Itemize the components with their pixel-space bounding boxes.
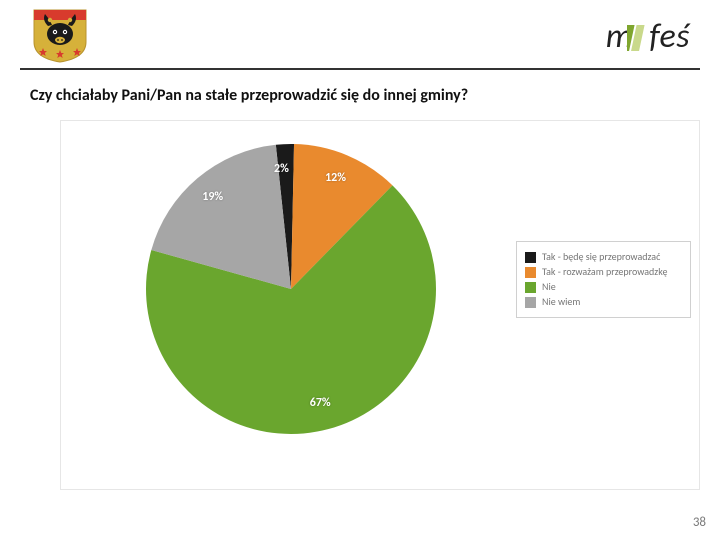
slice-percent-label: 12% (325, 171, 346, 185)
legend-label: Nie wiem (542, 296, 580, 308)
legend-item: Tak - będę się przeprowadzać (525, 251, 682, 263)
legend-item: Nie wiem (525, 296, 682, 308)
legend-label: Tak - będę się przeprowadzać (542, 251, 660, 263)
legend-label: Nie (542, 281, 556, 293)
legend-swatch (525, 297, 536, 308)
legend-swatch (525, 282, 536, 293)
logo-bars-icon (627, 22, 647, 63)
slice-percent-label: 19% (202, 190, 223, 204)
page-number: 38 (693, 515, 706, 530)
question-title: Czy chciałaby Pani/Pan na stałe przeprow… (30, 86, 468, 105)
legend: Tak - będę się przeprowadzać Tak - rozważ… (516, 241, 691, 318)
brand-logo: mfeś (606, 16, 690, 63)
legend-swatch (525, 267, 536, 278)
slice-percent-label: 67% (310, 396, 331, 410)
crest-icon (30, 6, 90, 69)
slide: mfeś Czy chciałaby Pani/Pan na stałe prz… (0, 0, 720, 540)
header-bar: mfeś (20, 0, 700, 70)
legend-item: Tak - rozważam przeprowadzkę (525, 266, 682, 278)
pie-chart (141, 139, 441, 439)
legend-item: Nie (525, 281, 682, 293)
legend-label: Tak - rozważam przeprowadzkę (542, 266, 667, 278)
slice-percent-label: 2% (274, 162, 289, 176)
chart-container: 2% 12% 67% 19% Tak - będę się przeprowadzać… (60, 120, 700, 490)
legend-swatch (525, 252, 536, 263)
logo-suffix: feś (649, 16, 690, 57)
